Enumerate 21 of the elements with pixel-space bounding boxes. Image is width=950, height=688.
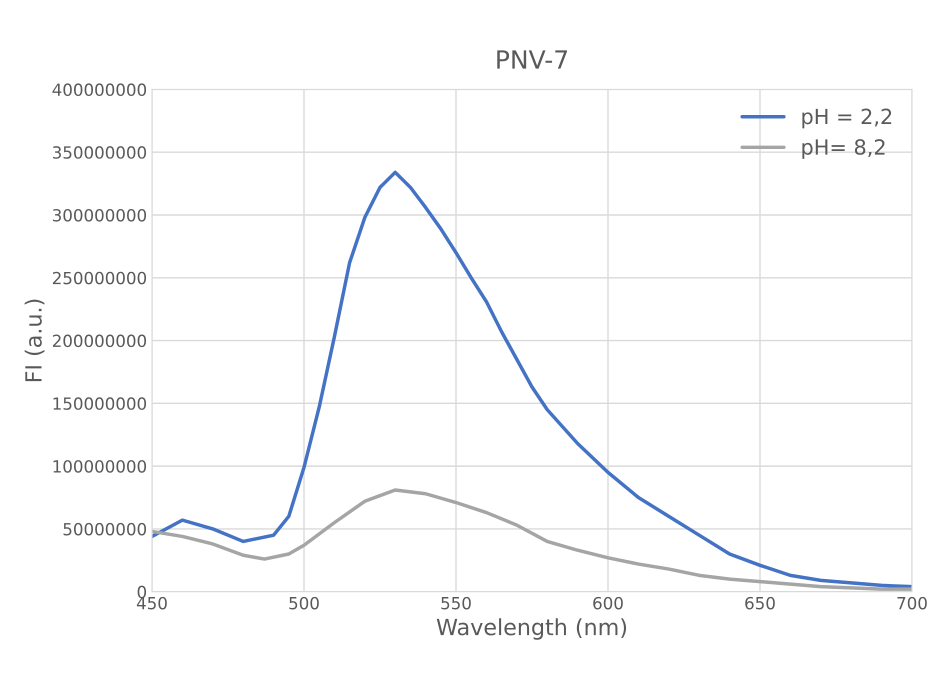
y-tick-label: 400000000 bbox=[52, 83, 146, 96]
x-axis-title: Wavelength (nm) bbox=[436, 618, 626, 640]
y-tick-label: 350000000 bbox=[52, 146, 146, 159]
legend-label: pH= 8,2 bbox=[802, 139, 885, 159]
y-tick-label: 300000000 bbox=[52, 208, 146, 222]
x-tick-label: 600 bbox=[593, 596, 623, 610]
line-series bbox=[152, 170, 912, 588]
y-tick-label: 250000000 bbox=[52, 272, 146, 284]
y-tick-label: 200000000 bbox=[52, 334, 146, 348]
y-axis-title: FI (a.u.) bbox=[24, 300, 44, 382]
x-tick-label: 500 bbox=[289, 596, 319, 610]
legend-label: pH = 2,2 bbox=[802, 108, 892, 128]
y-tick-label: 0 bbox=[138, 586, 146, 598]
x-tick-label: 550 bbox=[441, 596, 471, 610]
y-tick-label: 150000000 bbox=[54, 397, 146, 410]
y-tick-label: 100000000 bbox=[54, 460, 146, 473]
x-tick-label: 700 bbox=[897, 596, 927, 610]
x-tick-label: 450 bbox=[136, 596, 167, 610]
x-tick-label: 650 bbox=[745, 596, 775, 610]
y-tick-label: 50000000 bbox=[64, 522, 146, 536]
chart-title: PNV-7 bbox=[497, 50, 568, 69]
